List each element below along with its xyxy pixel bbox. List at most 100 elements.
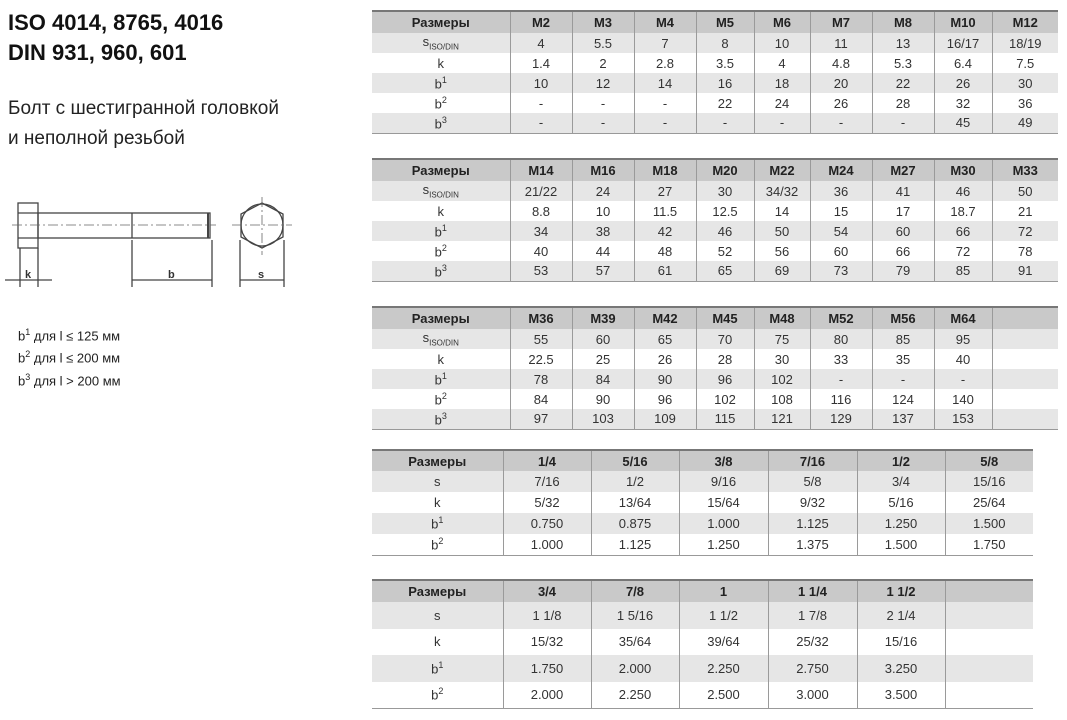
table-cell: 69 bbox=[753, 261, 810, 281]
row-label: b2 bbox=[431, 686, 444, 703]
table-cell: 91 bbox=[991, 261, 1058, 281]
table-cell: 53 bbox=[509, 261, 572, 281]
table-cell: 39/64 bbox=[678, 628, 768, 655]
dimension-k-label: k bbox=[25, 269, 32, 281]
note-line: b2 для l ≤ 200 мм bbox=[18, 349, 121, 366]
table-cell: 4 bbox=[509, 33, 572, 53]
table-cell: - bbox=[809, 113, 872, 133]
table-cell: 24 bbox=[571, 181, 634, 201]
table-cell: 8.8 bbox=[509, 201, 572, 221]
table-cell: 60 bbox=[571, 329, 634, 349]
row-label: b1 bbox=[431, 515, 444, 532]
table-cell: 96 bbox=[695, 369, 754, 389]
table-header-row: Размеры 1/4 5/16 3/8 7/16 1/2 5/8 bbox=[372, 450, 1033, 471]
table-cell: 2.250 bbox=[590, 681, 679, 708]
header-size: M64 bbox=[933, 307, 992, 329]
row-label: b2 bbox=[434, 242, 447, 260]
table-cell: 124 bbox=[871, 389, 934, 409]
row-label: k bbox=[437, 203, 445, 219]
table-cell: 32 bbox=[933, 93, 992, 113]
table-row: b1 0.750 0.875 1.000 1.125 1.250 1.500 bbox=[372, 513, 1033, 534]
table-cell bbox=[991, 389, 1058, 409]
row-label: b3 bbox=[434, 410, 447, 427]
table-cell: 7/16 bbox=[502, 471, 591, 492]
table-cell: 116 bbox=[809, 389, 872, 409]
table-cell: 36 bbox=[809, 181, 872, 201]
header-label: Размеры bbox=[372, 11, 510, 33]
table-cell: 79 bbox=[871, 261, 934, 281]
header-size: M7 bbox=[809, 11, 872, 33]
header-label: Размеры bbox=[372, 580, 503, 602]
table-cell: 5.5 bbox=[571, 33, 634, 53]
table-cell: 84 bbox=[509, 389, 572, 409]
row-label: b2 bbox=[434, 94, 447, 112]
bolt-drawing: k b s bbox=[5, 197, 292, 287]
table-cell: 49 bbox=[991, 113, 1058, 133]
header-size: 1 1/4 bbox=[767, 580, 857, 602]
header-size: M5 bbox=[695, 11, 754, 33]
table-row: b1 10 12 14 16 18 20 22 26 30 bbox=[372, 73, 1058, 93]
table-row: b3- - - - - - -45 49 bbox=[372, 113, 1058, 133]
table-cell: 50 bbox=[991, 181, 1058, 201]
header-label: Размеры bbox=[372, 159, 510, 181]
table-row: b1 34 38 42 46 50 54 60 66 72 bbox=[372, 221, 1058, 241]
table-cell: 33 bbox=[809, 349, 872, 369]
table-cell: 1 1/2 bbox=[678, 602, 768, 629]
table-cell: 70 bbox=[695, 329, 754, 349]
table-cell: 50 bbox=[753, 221, 810, 241]
table-cell: 2 1/4 bbox=[856, 602, 945, 629]
table-cell: 103 bbox=[571, 409, 634, 429]
table-cell: 11.5 bbox=[633, 201, 696, 221]
table-row: sISO/DIN 4 5.5 7 8 10 11 13 16/17 18/19 bbox=[372, 33, 1058, 53]
table-cell: 5.3 bbox=[871, 53, 934, 73]
table-cell: 45 bbox=[933, 113, 992, 133]
table-cell: 137 bbox=[871, 409, 934, 429]
table-cell: 30 bbox=[753, 349, 810, 369]
table-cell: 1.000 bbox=[502, 534, 591, 555]
table-cell: - bbox=[571, 93, 634, 113]
table-row: b3 97 103 109 115 121 129 137 153 bbox=[372, 409, 1058, 429]
table-cell: 1/2 bbox=[590, 471, 679, 492]
table-cell: 13/64 bbox=[590, 492, 679, 513]
table-cell: 26 bbox=[809, 93, 872, 113]
note-line: b1 для l ≤ 125 мм bbox=[18, 327, 121, 344]
table-cell: 52 bbox=[695, 241, 754, 261]
header-size: M42 bbox=[633, 307, 696, 329]
table-cell: 35 bbox=[871, 349, 934, 369]
title-line: ISO 4014, 8765, 4016 bbox=[8, 10, 224, 35]
table-cell: 16 bbox=[695, 73, 754, 93]
table-cell: 7.5 bbox=[991, 53, 1058, 73]
product-description: Болт с шестигранной головкой и неполной … bbox=[8, 94, 279, 154]
table-cell: - bbox=[509, 113, 572, 133]
size-table: Размеры M14 M16 M18 M20 M22 M24 M27 M30 M33 sISO/D… bbox=[372, 158, 1058, 282]
header-size: M36 bbox=[509, 307, 572, 329]
table-cell bbox=[991, 329, 1058, 349]
table-cell: 46 bbox=[695, 221, 754, 241]
header-size: M27 bbox=[871, 159, 934, 181]
header-size: M52 bbox=[809, 307, 872, 329]
table-cell: 85 bbox=[933, 261, 992, 281]
table-row: b1 78 84 90 96 102- - - bbox=[372, 369, 1058, 389]
header-size: M12 bbox=[991, 11, 1058, 33]
table-cell: 26 bbox=[633, 349, 696, 369]
table-cell: 18.7 bbox=[933, 201, 992, 221]
table-row: s 1 1/8 1 5/16 1 1/2 1 7/8 2 1/4 bbox=[372, 602, 1033, 629]
table-cell: 10 bbox=[753, 33, 810, 53]
table-cell: 38 bbox=[571, 221, 634, 241]
table-cell: 2 bbox=[571, 53, 634, 73]
header-size: M30 bbox=[933, 159, 992, 181]
table-cell: 109 bbox=[633, 409, 696, 429]
table-cell: 1.4 bbox=[509, 53, 572, 73]
table-cell: 16/17 bbox=[933, 33, 992, 53]
table-cell: 60 bbox=[871, 221, 934, 241]
table-cell: 22 bbox=[695, 93, 754, 113]
table-cell bbox=[944, 602, 1033, 629]
table-cell bbox=[991, 349, 1058, 369]
table-cell: 2.000 bbox=[502, 681, 591, 708]
table-cell: 22 bbox=[871, 73, 934, 93]
table-cell bbox=[991, 369, 1058, 389]
table-cell: 18 bbox=[753, 73, 810, 93]
table-cell: 4.8 bbox=[809, 53, 872, 73]
table-cell: 18/19 bbox=[991, 33, 1058, 53]
header-size: M48 bbox=[753, 307, 810, 329]
